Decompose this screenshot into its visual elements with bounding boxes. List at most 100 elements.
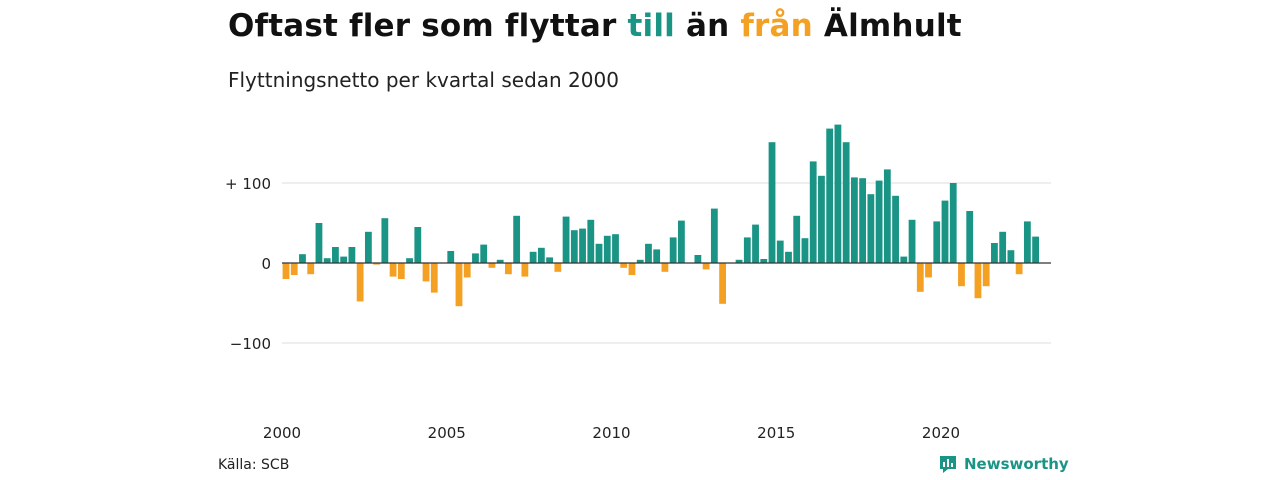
bar-negative: [397, 263, 405, 279]
title-highlight-fran: från: [740, 8, 813, 44]
bar-positive: [414, 227, 422, 263]
bar-positive: [850, 177, 858, 263]
bar-negative: [373, 263, 381, 265]
bar-positive: [785, 251, 792, 263]
bar-negative: [307, 263, 315, 275]
y-tick-label: + 100: [225, 175, 271, 193]
bar-positive: [949, 183, 957, 263]
bar-positive: [348, 247, 356, 263]
bar-positive: [381, 218, 389, 263]
bar-positive: [900, 256, 908, 263]
bar-negative: [982, 263, 990, 287]
chart-title: Oftast fler som flyttar till än från Älm…: [228, 8, 962, 44]
bar-positive: [941, 200, 949, 263]
bar-negative: [505, 263, 512, 275]
bar-positive: [579, 228, 586, 263]
bar-positive: [612, 234, 619, 263]
bar-positive: [603, 235, 611, 263]
bar-negative: [702, 263, 710, 270]
y-tick-label: −100: [230, 335, 271, 353]
bar-positive: [595, 243, 603, 263]
x-tick-label: 2000: [263, 424, 301, 442]
bar-positive: [1023, 221, 1031, 263]
bar-negative: [628, 263, 636, 275]
bar-negative: [620, 263, 628, 268]
bar-positive: [447, 251, 455, 263]
bar-positive: [818, 175, 825, 263]
bar-positive: [1032, 236, 1040, 263]
bar-positive: [883, 169, 891, 263]
bar-negative: [925, 263, 932, 278]
bar-positive: [529, 251, 537, 263]
bar-positive: [991, 243, 998, 263]
title-highlight-till: till: [627, 8, 675, 44]
bar-positive: [760, 259, 768, 263]
bar-positive: [315, 223, 323, 263]
bar-positive: [859, 178, 867, 263]
bar-negative: [356, 263, 364, 302]
x-tick-label: 2005: [428, 424, 466, 442]
labels-layer: + 100 0 −100 2000 2005 2010 2015 2020: [225, 175, 960, 442]
bar-positive: [826, 128, 834, 263]
bar-positive: [323, 258, 331, 263]
bar-positive: [710, 208, 718, 263]
bar-positive: [908, 219, 916, 263]
bar-positive: [678, 220, 685, 263]
bar-positive: [834, 124, 842, 263]
chart-subtitle: Flyttningsnetto per kvartal sedan 2000: [228, 68, 619, 92]
bar-positive: [735, 259, 743, 263]
y-tick-label: 0: [261, 255, 271, 273]
newsworthy-icon: [940, 456, 956, 473]
bar-positive: [406, 258, 413, 263]
bar-positive: [743, 237, 751, 263]
bar-positive: [793, 215, 801, 263]
bar-positive: [669, 237, 677, 263]
bar-negative: [455, 263, 463, 307]
bar-negative: [430, 263, 438, 293]
bar-positive: [496, 259, 504, 263]
bar-positive: [364, 231, 372, 263]
bar-positive: [842, 142, 850, 263]
grid-layer: [282, 182, 1051, 344]
brand-name: Newsworthy: [964, 455, 1069, 473]
bar-negative: [661, 263, 669, 272]
bar-positive: [537, 247, 545, 263]
bar-positive: [776, 240, 784, 263]
bar-negative: [958, 263, 965, 287]
bar-positive: [1007, 250, 1015, 263]
bar-positive: [513, 215, 521, 263]
bar-negative: [916, 263, 924, 292]
bar-positive: [892, 195, 899, 263]
bar-positive: [587, 219, 595, 263]
bars-layer: [282, 124, 1040, 307]
x-tick-label: 2020: [922, 424, 960, 442]
bar-positive: [645, 243, 652, 263]
bar-positive: [340, 256, 348, 263]
bar-positive: [768, 142, 776, 263]
source-note: Källa: SCB: [218, 457, 290, 473]
bar-positive: [809, 161, 817, 263]
bar-positive: [999, 231, 1007, 263]
brand-logo: Newsworthy: [938, 454, 1069, 474]
bar-negative: [521, 263, 529, 277]
bar-negative: [422, 263, 430, 282]
bar-negative: [1015, 263, 1023, 275]
title-part-3: Älmhult: [812, 8, 962, 44]
x-tick-label: 2010: [592, 424, 630, 442]
bar-positive: [636, 259, 644, 263]
bar-negative: [290, 263, 298, 275]
bar-negative: [974, 263, 982, 299]
bar-positive: [562, 216, 570, 263]
bar-positive: [570, 230, 578, 263]
title-part-2: än: [674, 8, 741, 44]
bar-positive: [867, 194, 875, 263]
bar-positive: [875, 180, 883, 263]
bar-negative: [554, 263, 562, 272]
bar-positive: [332, 247, 339, 263]
bar-positive: [299, 254, 306, 263]
bar-negative: [389, 263, 397, 277]
bar-negative: [488, 263, 496, 268]
bar-negative: [719, 263, 726, 304]
bar-negative: [463, 263, 471, 278]
bar-positive: [966, 211, 974, 263]
